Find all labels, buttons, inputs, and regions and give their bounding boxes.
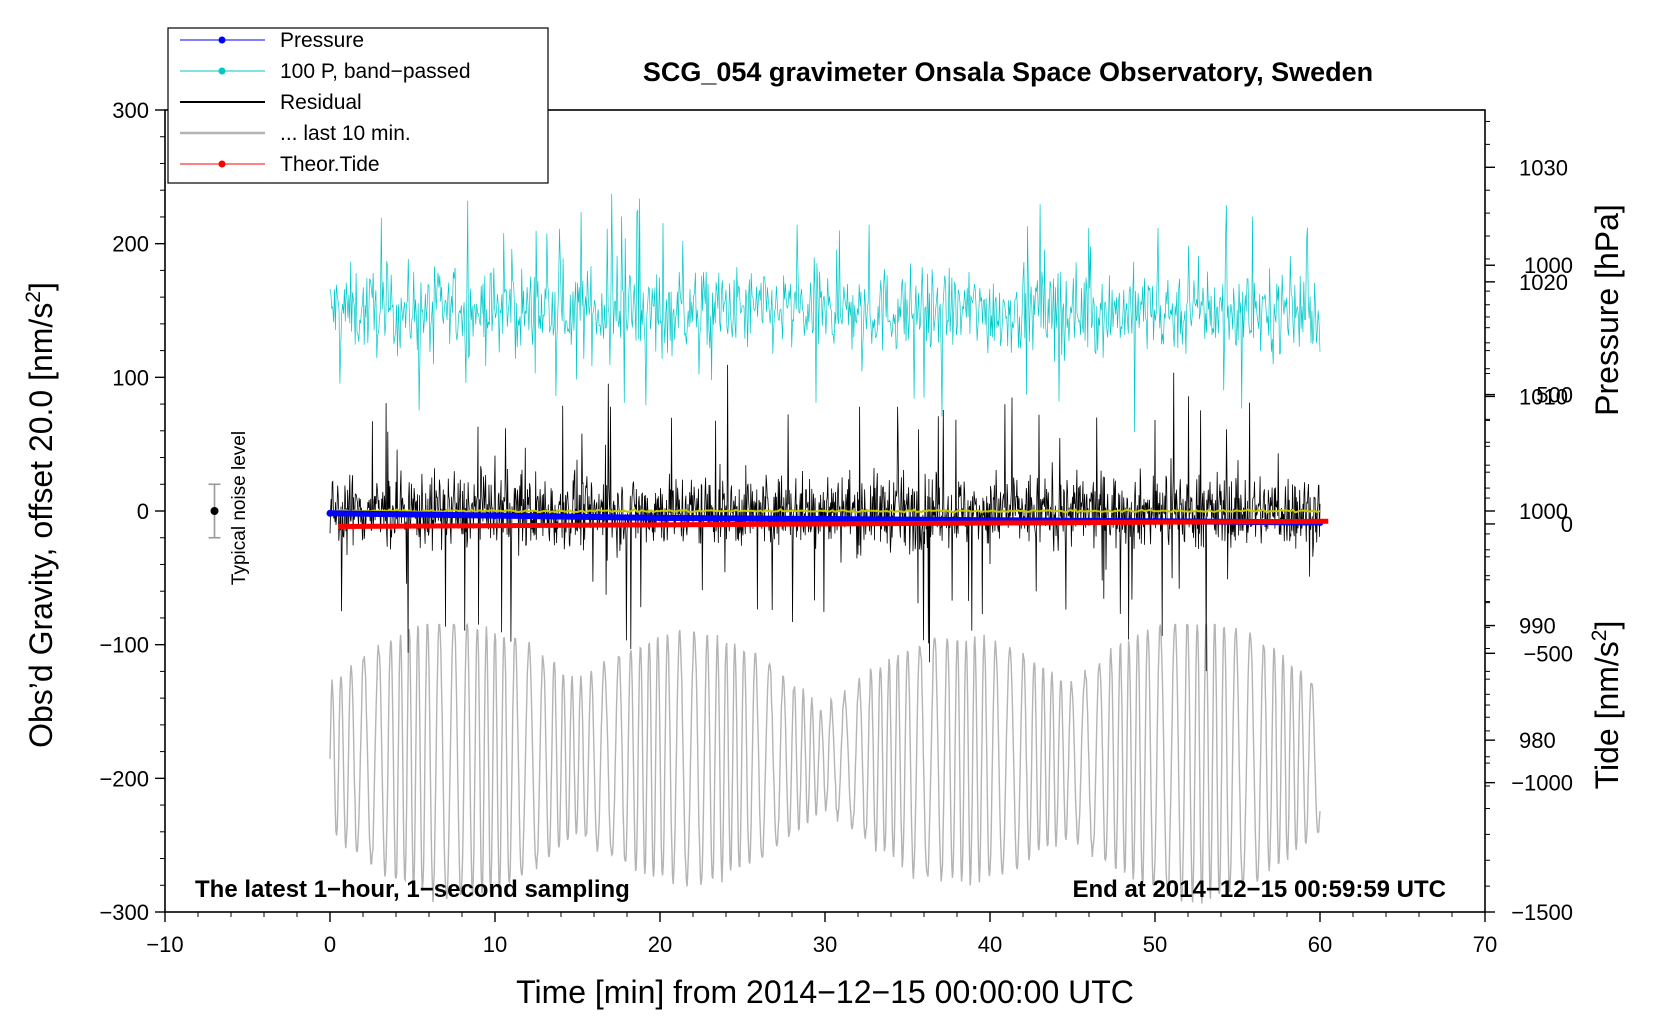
- x-tick-label: 30: [813, 932, 837, 957]
- pressure-tick-label: 990: [1519, 614, 1556, 639]
- pressure-tick-label: 1020: [1519, 270, 1568, 295]
- legend-marker: [218, 67, 226, 75]
- x-axis-label: Time [min] from 2014−12−15 00:00:00 UTC: [516, 974, 1134, 1010]
- x-axis: −10 0 10 20 30 40 50 60 70: [146, 912, 1497, 957]
- tide-tick-label: −500: [1523, 641, 1573, 666]
- tide-axis-label: Tide [nm/s2]: [1588, 621, 1625, 790]
- x-tick-label: 10: [483, 932, 507, 957]
- legend: Pressure 100 P, band−passed Residual ... la…: [167, 27, 549, 184]
- pressure-axis: 1030 1020 1010 1000 990 980: [1485, 120, 1568, 787]
- tide-axis-label-main: Tide [nm/s: [1589, 641, 1625, 789]
- tide-line: [338, 518, 1329, 529]
- tide-axis-label-end: ]: [1589, 621, 1625, 630]
- pressure-point: [491, 512, 499, 520]
- noise-bar-center: [210, 507, 219, 515]
- x-tick-label: 70: [1473, 932, 1497, 957]
- tide-tick-label: 0: [1561, 512, 1573, 537]
- tide-tick-label: 500: [1536, 383, 1573, 408]
- y-tick-label: −200: [99, 766, 149, 791]
- pressure-tick-label: 1000: [1519, 499, 1568, 524]
- x-tick-label: 40: [978, 932, 1002, 957]
- y-tick-label: 0: [137, 499, 149, 524]
- x-tick-label: 60: [1308, 932, 1332, 957]
- pressure-tick-label: 980: [1519, 728, 1556, 753]
- noise-level-label: Typical noise level: [229, 431, 250, 585]
- pressure-axis-label: Pressure [hPa]: [1589, 204, 1625, 416]
- pressure-tick-label: 1010: [1519, 384, 1568, 409]
- tide-tick-label: −1500: [1511, 900, 1573, 925]
- left-y-axis-label-end: ]: [23, 282, 59, 291]
- legend-label: Pressure: [280, 29, 364, 52]
- bandpassed-pressure-series: [329, 193, 1321, 433]
- y-tick-label: −100: [99, 633, 149, 658]
- note-left: The latest 1−hour, 1−second sampling: [195, 876, 630, 903]
- left-y-axis: 300 200 100 0 −100 −200 −300: [99, 98, 165, 925]
- legend-marker: [218, 36, 226, 44]
- x-tick-label: −10: [146, 932, 183, 957]
- x-tick-label: 50: [1143, 932, 1167, 957]
- left-y-axis-label: Obs’d Gravity, offset 20.0 [nm/s2]: [22, 282, 59, 748]
- x-tick-label: 20: [648, 932, 672, 957]
- tide-tick-label: −1000: [1511, 771, 1573, 796]
- legend-label: Residual: [280, 91, 362, 114]
- x-tick-label: 0: [324, 932, 336, 957]
- theoretical-tide-series: [338, 518, 1329, 529]
- legend-label: 100 P, band−passed: [280, 60, 471, 83]
- tide-tick-label: 1000: [1524, 253, 1573, 278]
- legend-label: Theor.Tide: [280, 153, 380, 176]
- last-10-min-line: [329, 622, 1321, 904]
- noise-level-indicator: [208, 483, 221, 539]
- y-tick-label: −300: [99, 900, 149, 925]
- y-tick-label: 300: [112, 98, 149, 123]
- pressure-tick-label: 1030: [1519, 155, 1568, 180]
- residual-smoothed-line: [329, 507, 1321, 514]
- legend-box: [167, 27, 549, 184]
- pressure-point: [326, 509, 334, 517]
- tide-axis: 1000 500 0 −500 −1000 −1500: [1485, 253, 1573, 925]
- tide-axis-label-sup: 2: [1588, 630, 1611, 642]
- legend-label: ... last 10 min.: [280, 122, 411, 145]
- y-tick-label: 200: [112, 232, 149, 257]
- chart-title: SCG_054 gravimeter Onsala Space Observat…: [643, 57, 1373, 87]
- pressure-point: [656, 514, 664, 522]
- last-10-min-series: [329, 622, 1321, 904]
- legend-marker: [218, 160, 226, 168]
- pressure-point: [821, 515, 829, 523]
- residual-smoothed-series: [329, 507, 1321, 514]
- note-right: End at 2014−12−15 00:59:59 UTC: [1072, 876, 1446, 903]
- y-tick-label: 100: [112, 365, 149, 390]
- bandpassed-pressure-line: [329, 193, 1321, 433]
- left-y-axis-label-sup: 2: [22, 291, 45, 303]
- left-y-axis-label-main: Obs’d Gravity, offset 20.0 [nm/s: [23, 303, 59, 748]
